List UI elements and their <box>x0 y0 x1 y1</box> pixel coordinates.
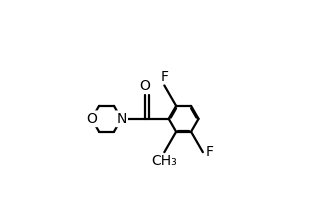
Text: CH₃: CH₃ <box>151 154 177 168</box>
Text: F: F <box>206 145 214 159</box>
Text: O: O <box>86 112 97 126</box>
Text: N: N <box>116 112 127 126</box>
Text: F: F <box>160 70 168 84</box>
Text: O: O <box>140 79 150 93</box>
